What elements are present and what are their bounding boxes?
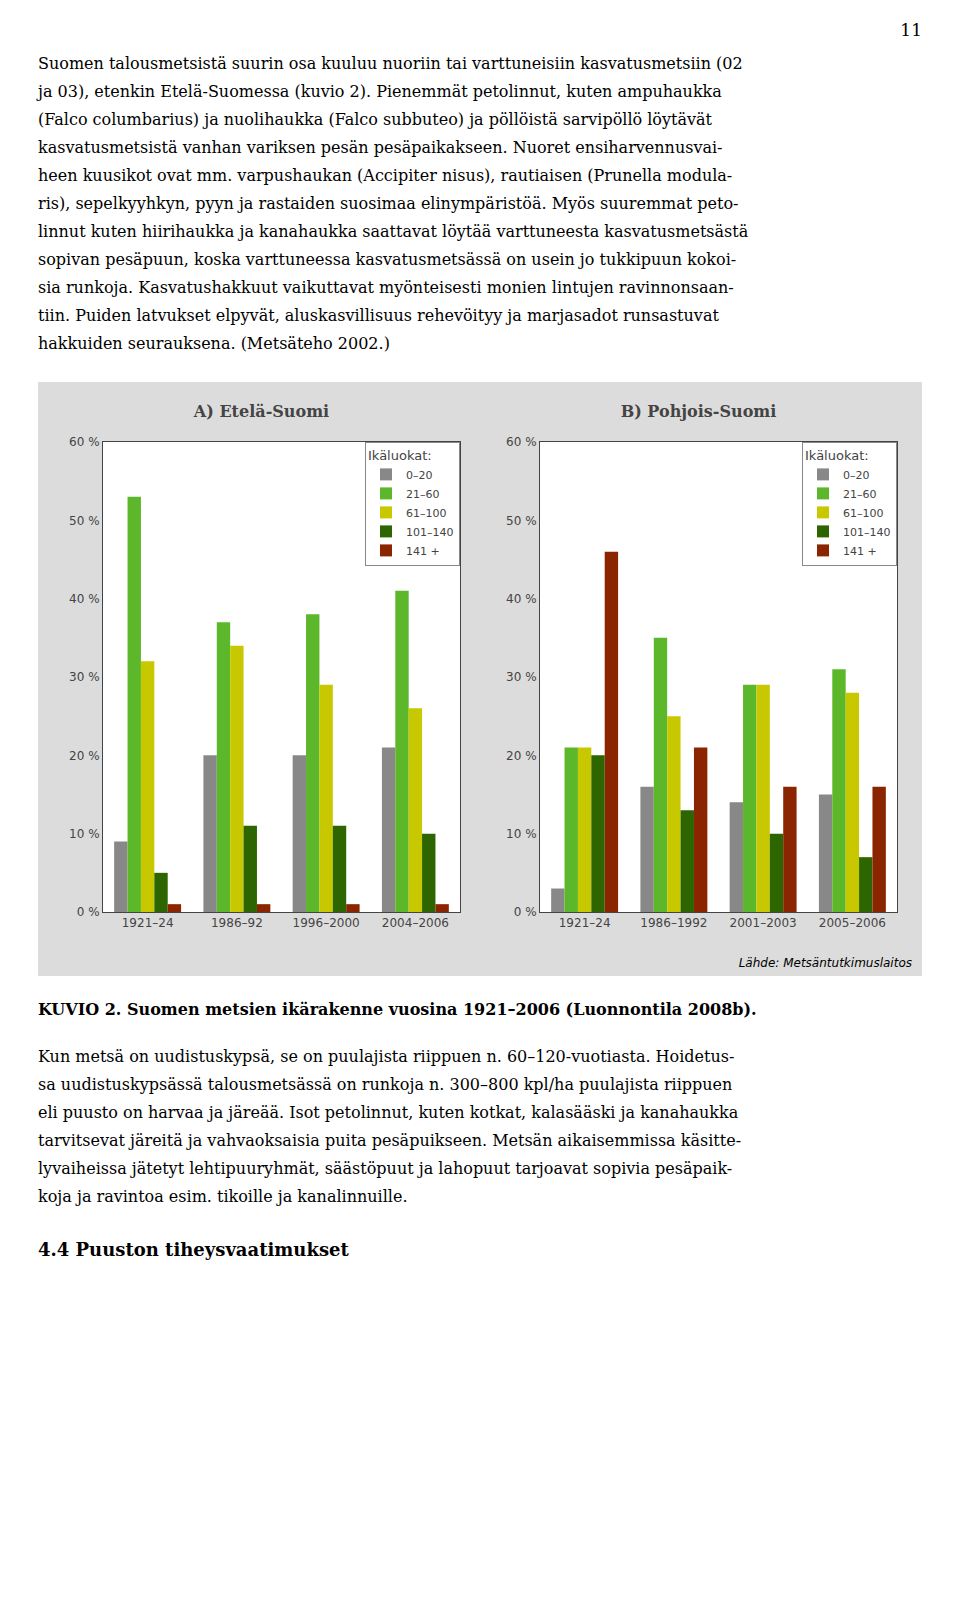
html-text:Lähde: Metsäntutkimuslaitos: Lähde: Metsäntutkimuslaitos (738, 956, 912, 970)
svg-text:21–60: 21–60 (406, 488, 440, 501)
svg-text:40 %: 40 % (506, 592, 536, 606)
svg-text:1986–1992: 1986–1992 (640, 916, 707, 930)
svg-text:Ikäluokat:: Ikäluokat: (805, 448, 869, 463)
svg-text:101–140: 101–140 (843, 526, 891, 539)
html-text:11: 11 (900, 20, 922, 40)
html-text:sopivan pesäpuun, koska varttu: sopivan pesäpuun, koska varttuneessa kas… (38, 250, 737, 269)
svg-text:21–60: 21–60 (843, 488, 877, 501)
html-text:Kun metsä on uudistuskypsä, se: Kun metsä on uudistuskypsä, se on puulaj… (38, 1047, 735, 1066)
html-text:heen kuusikot ovat mm. varpush: heen kuusikot ovat mm. varpushaukan (Acc… (38, 166, 733, 185)
html-text:eli puusto on harvaa ja järeää: eli puusto on harvaa ja järeää. Isot pet… (38, 1103, 739, 1122)
svg-text:141 +: 141 + (406, 545, 440, 558)
svg-text:1996–2000: 1996–2000 (293, 916, 360, 930)
svg-text:101–140: 101–140 (406, 526, 454, 539)
svg-text:1986–92: 1986–92 (211, 916, 263, 930)
svg-text:60 %: 60 % (69, 435, 100, 449)
svg-text:2005–2006: 2005–2006 (819, 916, 886, 930)
svg-text:1921–24: 1921–24 (559, 916, 611, 930)
html-text:4.4 Puuston tiheysvaatimukset: 4.4 Puuston tiheysvaatimukset (38, 1239, 349, 1260)
svg-text:61–100: 61–100 (406, 507, 447, 520)
svg-text:1921–24: 1921–24 (122, 916, 174, 930)
svg-text:20 %: 20 % (506, 749, 536, 763)
svg-text:50 %: 50 % (69, 514, 100, 528)
html-text:KUVIO 2. Suomen metsien ikärak: KUVIO 2. Suomen metsien ikärakenne vuosi… (38, 1000, 757, 1019)
html-text:lyvaiheissa jätetyt lehtipuury: lyvaiheissa jätetyt lehtipuuryhmät, sääs… (38, 1159, 733, 1178)
svg-text:2004–2006: 2004–2006 (382, 916, 449, 930)
svg-text:10 %: 10 % (69, 827, 100, 841)
svg-text:B) Pohjois-Suomi: B) Pohjois-Suomi (621, 402, 777, 421)
svg-text:0 %: 0 % (514, 905, 537, 919)
html-text:sa uudistuskypsässä talousmets: sa uudistuskypsässä talousmetsässä on ru… (38, 1075, 733, 1094)
svg-text:141 +: 141 + (843, 545, 877, 558)
svg-text:50 %: 50 % (506, 514, 536, 528)
html-text:hakkuiden seurauksena. (Metsät: hakkuiden seurauksena. (Metsäteho 2002.) (38, 334, 390, 353)
svg-text:0–20: 0–20 (406, 469, 433, 482)
svg-text:30 %: 30 % (69, 670, 100, 684)
html-text:ris), sepelkyyhkyn, pyyn ja ra: ris), sepelkyyhkyn, pyyn ja rastaiden su… (38, 194, 739, 213)
svg-text:30 %: 30 % (506, 670, 536, 684)
svg-text:0–20: 0–20 (843, 469, 870, 482)
svg-text:60 %: 60 % (506, 435, 536, 449)
svg-text:Ikäluokat:: Ikäluokat: (368, 448, 432, 463)
html-text:ja 03), etenkin Etelä-Suomessa: ja 03), etenkin Etelä-Suomessa (kuvio 2)… (38, 82, 722, 101)
html-text:koja ja ravintoa esim. tikoill: koja ja ravintoa esim. tikoille ja kanal… (38, 1187, 408, 1206)
html-text:kasvatusmetsistä vanhan variks: kasvatusmetsistä vanhan variksen pesän p… (38, 138, 723, 157)
svg-text:2001–2003: 2001–2003 (730, 916, 797, 930)
svg-text:20 %: 20 % (69, 749, 100, 763)
html-text:tiin. Puiden latvukset elpyvät: tiin. Puiden latvukset elpyvät, aluskasv… (38, 306, 719, 325)
html-text:linnut kuten hiirihaukka ja ka: linnut kuten hiirihaukka ja kanahaukka s… (38, 222, 749, 241)
svg-text:40 %: 40 % (69, 592, 100, 606)
html-text:tarvitsevat järeitä ja vahvaok: tarvitsevat järeitä ja vahvaoksaisia pui… (38, 1131, 741, 1150)
svg-text:A) Etelä-Suomi: A) Etelä-Suomi (193, 402, 329, 421)
html-text:sia runkoja. Kasvatushakkuut v: sia runkoja. Kasvatushakkuut vaikuttavat… (38, 278, 734, 297)
svg-text:61–100: 61–100 (843, 507, 884, 520)
html-text:Suomen talousmetsistä suurin o: Suomen talousmetsistä suurin osa kuuluu … (38, 54, 743, 73)
svg-text:10 %: 10 % (506, 827, 536, 841)
svg-text:0 %: 0 % (77, 905, 100, 919)
html-text:(Falco columbarius) ja nuoliha: (Falco columbarius) ja nuolihaukka (Falc… (38, 110, 712, 129)
